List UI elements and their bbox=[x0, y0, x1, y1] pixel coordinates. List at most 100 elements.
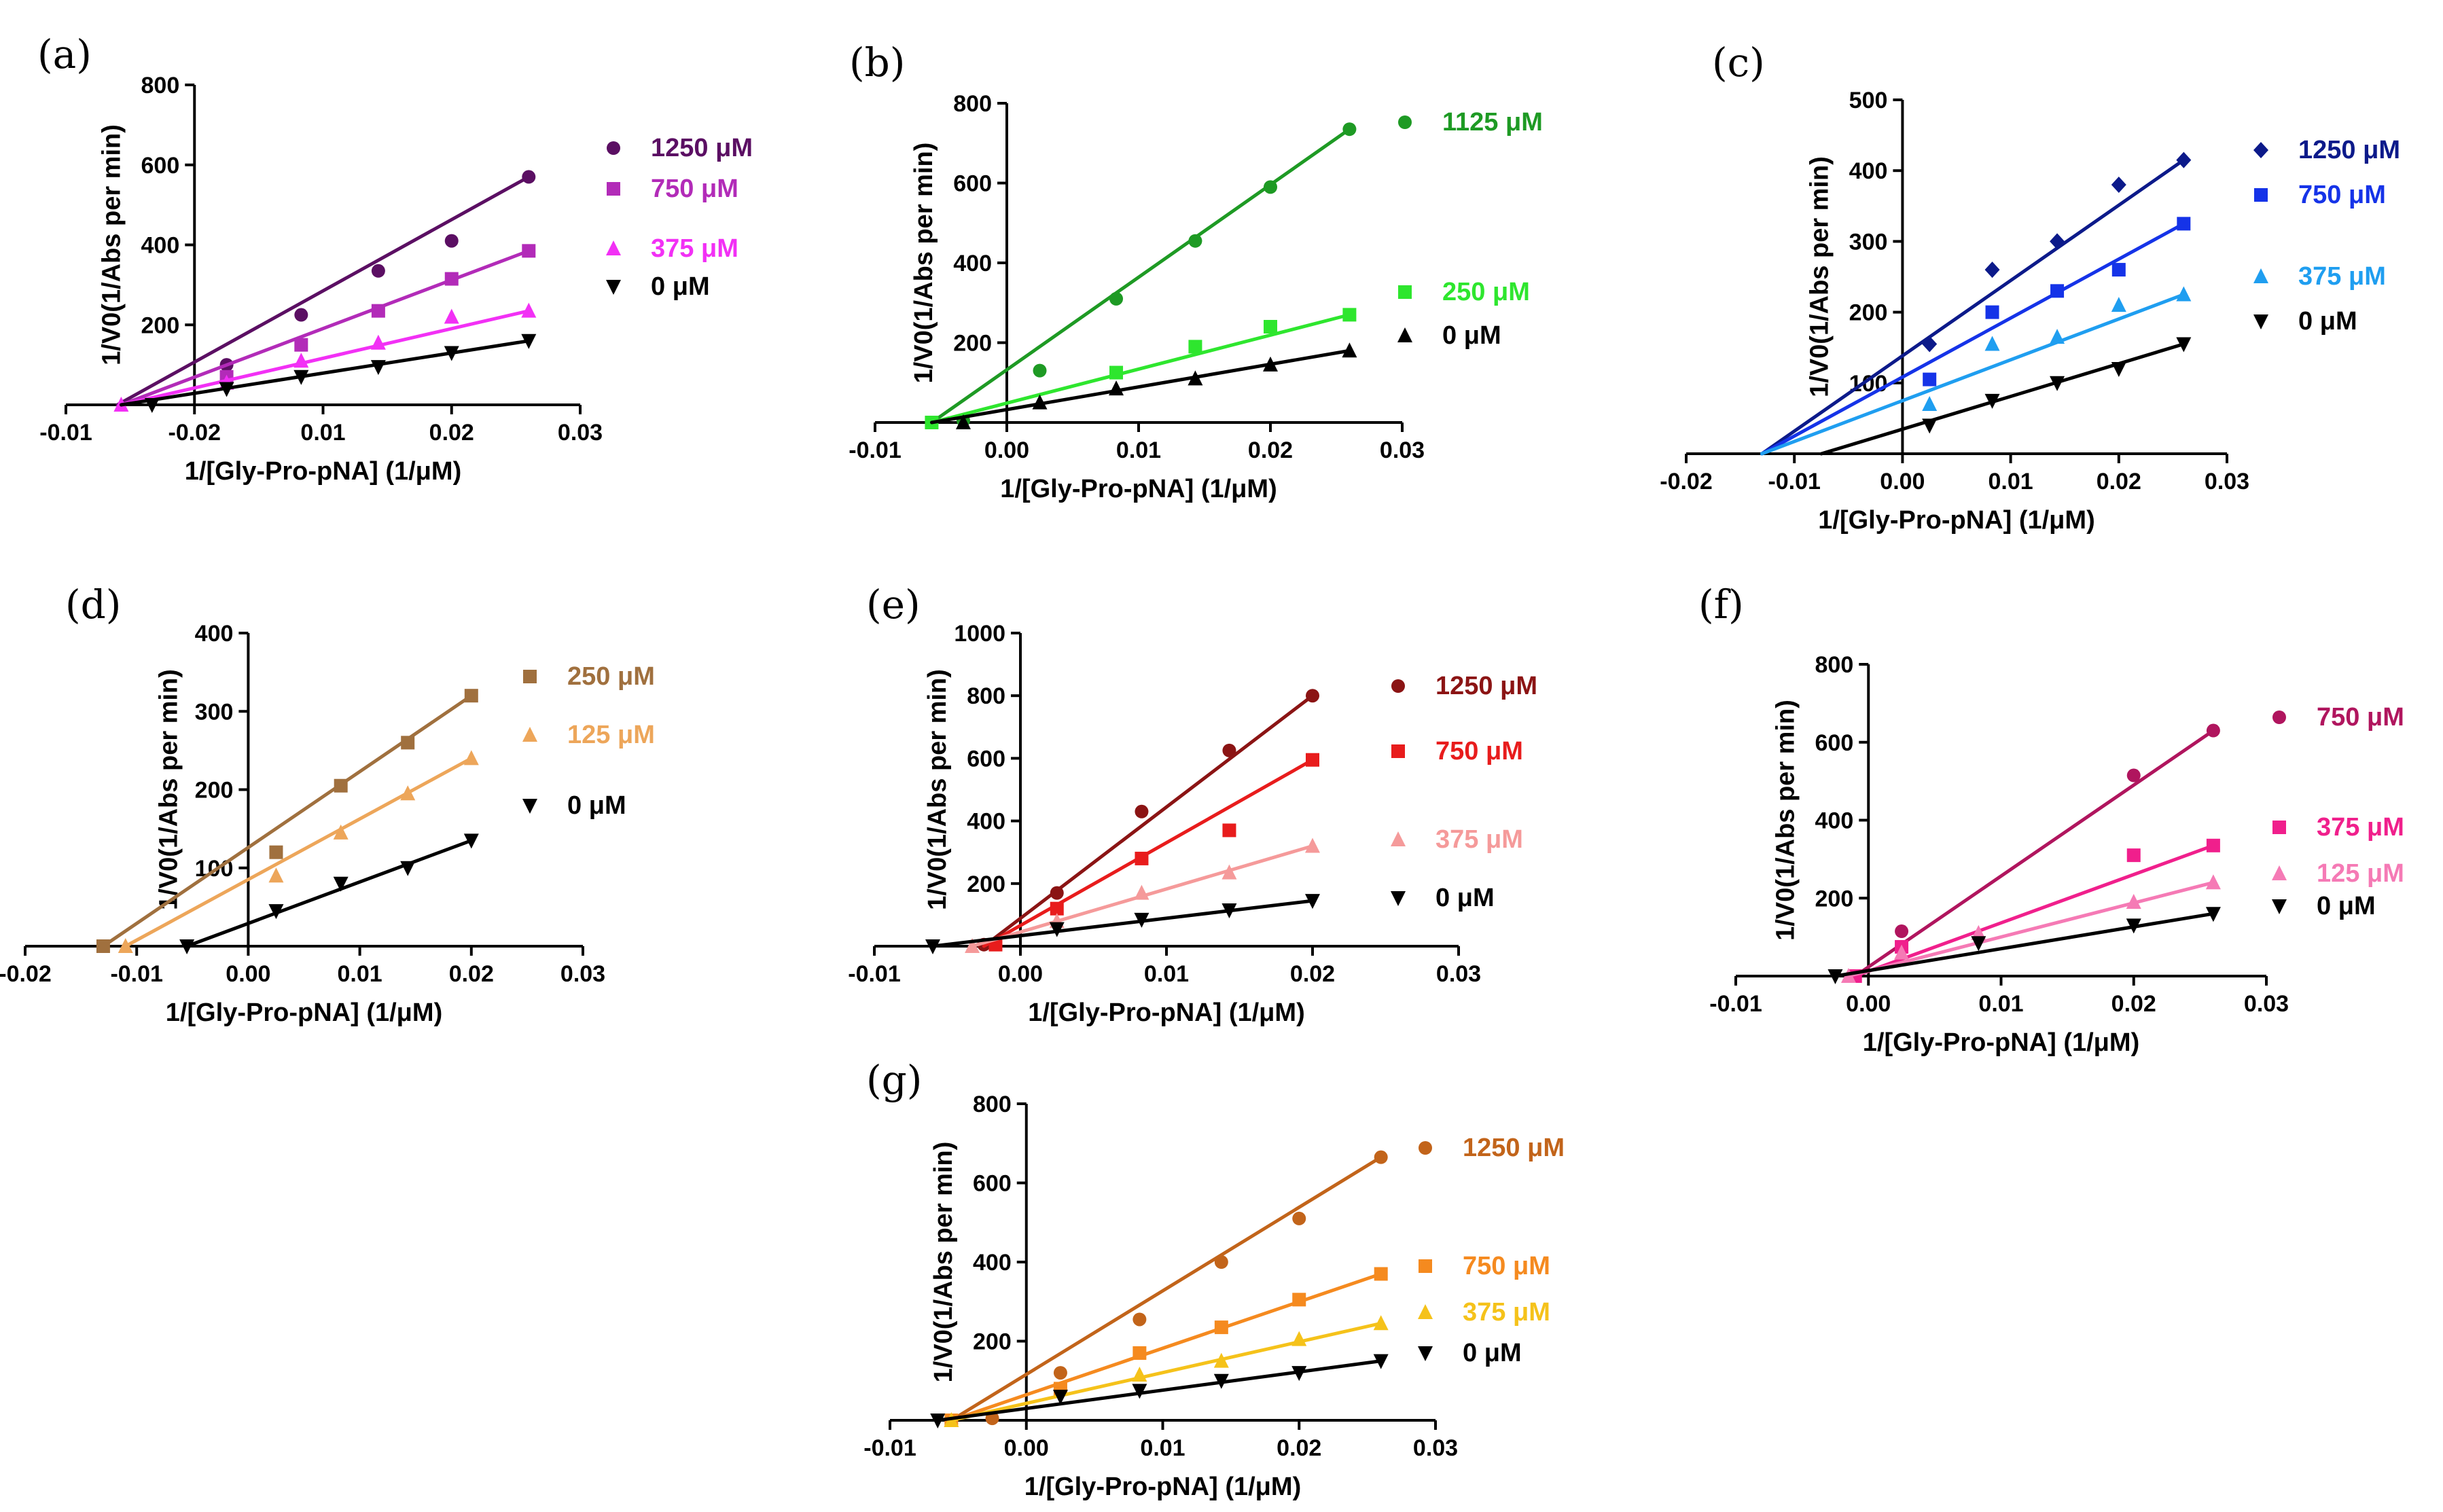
y-axis-title: 1/V0(1/Abs per min) bbox=[1805, 156, 1834, 397]
legend-marker bbox=[1397, 327, 1412, 342]
y-tick-label: 1000 bbox=[954, 621, 1005, 647]
x-axis-title: 1/[Gly-Pro-pNA] (1/μM) bbox=[1000, 475, 1277, 503]
fit-line bbox=[929, 348, 1351, 425]
data-point bbox=[2205, 907, 2221, 922]
x-tick-label: -0.01 bbox=[1709, 991, 1762, 1017]
data-point bbox=[2126, 918, 2141, 934]
x-axis-title: 1/[Gly-Pro-pNA] (1/μM) bbox=[1028, 998, 1304, 1027]
data-point bbox=[2205, 874, 2221, 890]
chart-panel-2: (c) -0.02 -0.01 0.00 0.01 0.02 0.03 100 200 300 40… bbox=[1660, 39, 2400, 535]
legend-marker bbox=[2253, 314, 2268, 329]
data-point bbox=[1306, 689, 1319, 703]
legend-label: 0 μM bbox=[567, 791, 626, 820]
x-tick-label: -0.01 bbox=[863, 1435, 916, 1461]
data-point bbox=[1188, 340, 1202, 354]
data-point bbox=[293, 353, 309, 368]
x-tick-label: 0.03 bbox=[1380, 437, 1425, 463]
data-point bbox=[334, 778, 348, 793]
data-point bbox=[965, 938, 980, 953]
data-point bbox=[1222, 864, 1237, 880]
data-point bbox=[1188, 234, 1202, 248]
x-tick-label: 0.03 bbox=[2244, 991, 2289, 1017]
legend-marker bbox=[1398, 115, 1412, 129]
data-point bbox=[1188, 370, 1203, 386]
y-tick-label: 300 bbox=[195, 699, 234, 725]
x-axis-title: 1/[Gly-Pro-pNA] (1/μM) bbox=[1024, 1473, 1301, 1501]
data-point bbox=[2050, 376, 2065, 391]
panel-label: (a) bbox=[37, 31, 92, 77]
x-tick-label: 0.03 bbox=[560, 961, 605, 987]
legend-label: 0 μM bbox=[1442, 321, 1501, 350]
legend-label: 750 μM bbox=[2298, 181, 2386, 209]
data-point bbox=[522, 170, 536, 184]
fit-line bbox=[982, 694, 1315, 948]
x-tick-label: 0.02 bbox=[2097, 469, 2141, 494]
data-point bbox=[1292, 1211, 1306, 1225]
data-point bbox=[1922, 418, 1938, 434]
data-point bbox=[1214, 1320, 1228, 1335]
data-point bbox=[2050, 233, 2065, 250]
x-tick-label: -0.01 bbox=[39, 420, 92, 446]
y-tick-label: 400 bbox=[953, 251, 992, 276]
legend-label: 375 μM bbox=[2317, 813, 2404, 842]
x-tick-label: 0.03 bbox=[1413, 1435, 1458, 1461]
data-point bbox=[1052, 1390, 1068, 1405]
panel-label: (d) bbox=[65, 581, 121, 628]
y-tick-label: 600 bbox=[973, 1171, 1012, 1197]
fit-line bbox=[115, 175, 531, 407]
data-point bbox=[370, 334, 386, 350]
data-point bbox=[1922, 396, 1938, 412]
data-point bbox=[1214, 1255, 1228, 1269]
x-tick-label: 0.01 bbox=[1116, 437, 1161, 463]
y-tick-label: 600 bbox=[967, 746, 1005, 772]
data-point bbox=[401, 736, 415, 750]
x-tick-label: -0.01 bbox=[110, 961, 163, 987]
x-tick-label: 0.00 bbox=[1846, 991, 1891, 1017]
data-point bbox=[1263, 356, 1278, 372]
data-point bbox=[1053, 1366, 1067, 1380]
fit-line bbox=[1847, 880, 2215, 978]
data-point bbox=[464, 689, 478, 703]
y-tick-label: 400 bbox=[1849, 158, 1888, 184]
legend-marker bbox=[2272, 865, 2287, 880]
y-axis-title: 1/V0(1/Abs per min) bbox=[910, 143, 938, 384]
data-point bbox=[1984, 336, 2000, 351]
data-point bbox=[1132, 1367, 1147, 1382]
data-point bbox=[1922, 336, 1938, 353]
data-point bbox=[1222, 903, 1237, 918]
data-point bbox=[1342, 122, 1357, 137]
x-tick-label: 0.01 bbox=[338, 961, 382, 987]
legend-label: 1250 μM bbox=[1463, 1134, 1565, 1162]
fit-line bbox=[1853, 844, 2215, 978]
data-point bbox=[1109, 291, 1124, 306]
data-point bbox=[269, 845, 283, 859]
legend-marker bbox=[1391, 679, 1405, 693]
x-tick-label: 0.00 bbox=[984, 437, 1029, 463]
data-point bbox=[2176, 286, 2192, 302]
legend-marker bbox=[1391, 831, 1406, 846]
data-point bbox=[521, 334, 537, 349]
data-point bbox=[444, 234, 459, 248]
legend-label: 750 μM bbox=[2317, 703, 2404, 732]
legend-label: 375 μM bbox=[1463, 1298, 1550, 1327]
data-point bbox=[1373, 1315, 1389, 1331]
data-point bbox=[294, 338, 308, 352]
data-point bbox=[463, 833, 479, 849]
data-point bbox=[1109, 380, 1124, 396]
fit-line bbox=[949, 1155, 1383, 1422]
chart-panel-6: (g) -0.01 0.00 0.01 0.02 0.03 200 400 600 800 1/[G… bbox=[863, 1057, 1565, 1501]
data-point bbox=[2111, 297, 2126, 312]
x-tick-label: 0.02 bbox=[429, 420, 474, 446]
fit-line bbox=[119, 339, 531, 407]
data-point bbox=[1306, 753, 1319, 767]
data-point bbox=[400, 785, 416, 801]
x-tick-label: 0.02 bbox=[2111, 991, 2156, 1017]
y-tick-label: 400 bbox=[973, 1250, 1012, 1276]
y-tick-label: 600 bbox=[953, 171, 992, 197]
data-point bbox=[1133, 1346, 1147, 1360]
x-tick-label: 0.00 bbox=[998, 961, 1043, 987]
y-tick-label: 200 bbox=[141, 312, 180, 338]
legend-marker bbox=[1391, 891, 1406, 906]
legend-label: 0 μM bbox=[2298, 307, 2357, 336]
chart-panel-5: (f) -0.01 0.00 0.01 0.02 0.03 200 400 600 800 1/[G… bbox=[1698, 581, 2404, 1057]
